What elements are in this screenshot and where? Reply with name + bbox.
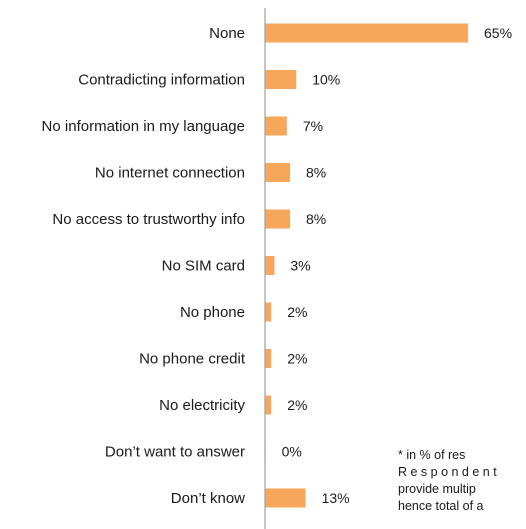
category-label: Contradicting information (78, 72, 245, 89)
bar (265, 163, 290, 182)
footnote-line: hence total of a (398, 499, 484, 513)
category-label: Don’t know (171, 490, 245, 507)
category-label: No SIM card (162, 258, 245, 275)
value-label: 10% (312, 72, 340, 88)
bar (265, 256, 275, 275)
value-label: 0% (282, 444, 302, 460)
category-label: None (209, 25, 245, 42)
value-label: 2% (287, 304, 307, 320)
bar (265, 395, 272, 415)
category-label: No phone (180, 304, 245, 321)
footnote-line: R e s p o n d e n t (398, 465, 497, 479)
category-label: No internet connection (95, 165, 245, 182)
bar (265, 209, 290, 229)
value-labels: 65% 10% 7% 8% 8% 3% 2% 2% 2% 0% 13% (282, 25, 512, 506)
value-label: 8% (306, 165, 326, 181)
category-labels: None Contradicting information No informat… (42, 25, 246, 507)
category-label: No phone credit (139, 351, 246, 368)
footnote-line: provide multip (398, 482, 476, 496)
bar (265, 302, 272, 322)
bar (265, 116, 287, 136)
value-label: 3% (290, 258, 310, 274)
value-label: 13% (322, 490, 350, 506)
bar (265, 349, 272, 368)
bar (265, 23, 468, 43)
footnote: * in % of res R e s p o n d e n t provid… (398, 447, 526, 515)
value-label: 8% (306, 211, 326, 227)
category-label: No information in my language (42, 118, 245, 135)
bar (265, 488, 306, 508)
footnote-line: * in % of res (398, 448, 466, 462)
category-label: No electricity (159, 397, 245, 414)
value-label: 2% (287, 351, 307, 367)
value-label: 65% (484, 25, 512, 41)
category-label: No access to trustworthy info (52, 211, 245, 228)
value-label: 2% (287, 397, 307, 413)
bar (265, 70, 297, 89)
category-label: Don’t want to answer (105, 444, 245, 461)
value-label: 7% (303, 118, 323, 134)
bars-group (265, 23, 468, 508)
